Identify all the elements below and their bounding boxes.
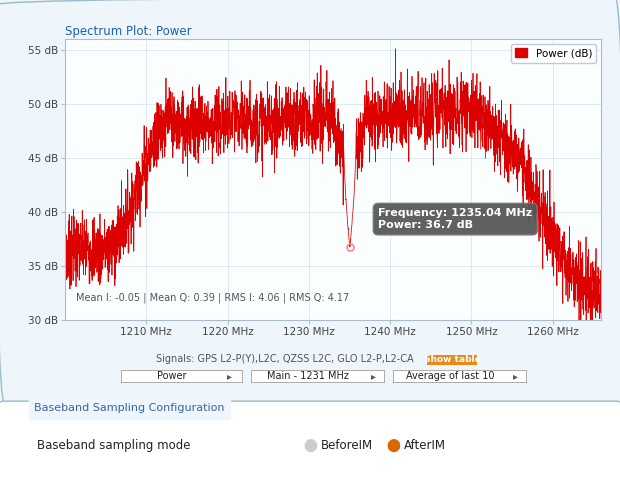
Text: Signals: GPS L2-P(Y),L2C, QZSS L2C, GLO L2-P,L2-CA: Signals: GPS L2-P(Y),L2C, QZSS L2C, GLO … [156, 354, 414, 364]
Text: AfterIM: AfterIM [404, 439, 446, 451]
Text: Baseband sampling mode: Baseband sampling mode [37, 439, 191, 451]
Text: Show table: Show table [423, 355, 480, 364]
Text: ▸: ▸ [513, 371, 518, 381]
Text: Baseband Sampling Configuration: Baseband Sampling Configuration [34, 404, 224, 413]
Legend: Power (dB): Power (dB) [510, 44, 596, 62]
Text: Main - 1231 MHz: Main - 1231 MHz [267, 371, 349, 381]
Text: Power: Power [157, 371, 187, 381]
Text: Average of last 10: Average of last 10 [406, 371, 495, 381]
Text: ⬤: ⬤ [303, 438, 317, 452]
Text: ⬤: ⬤ [387, 438, 401, 452]
Text: ▸: ▸ [371, 371, 376, 381]
Text: Mean I: -0.05 | Mean Q: 0.39 | RMS I: 4.06 | RMS Q: 4.17: Mean I: -0.05 | Mean Q: 0.39 | RMS I: 4.… [76, 292, 349, 303]
Text: ▸: ▸ [228, 371, 232, 381]
Text: BeforeIM: BeforeIM [321, 439, 373, 451]
Text: Spectrum Plot: Power: Spectrum Plot: Power [65, 25, 192, 38]
Text: Frequency: 1235.04 MHz
Power: 36.7 dB: Frequency: 1235.04 MHz Power: 36.7 dB [378, 208, 533, 230]
